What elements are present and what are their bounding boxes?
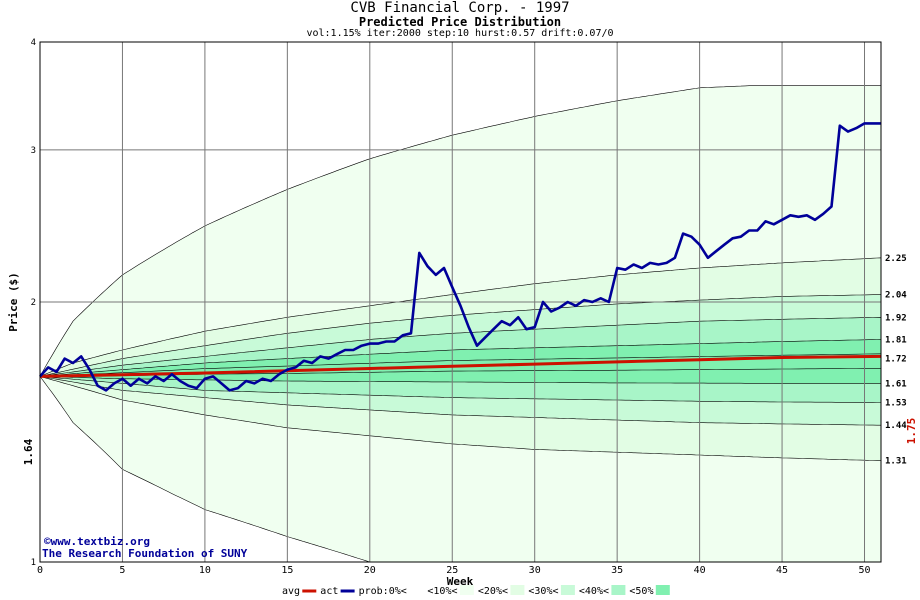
credit-org: The Research Foundation of SUNY xyxy=(42,547,248,560)
legend-label: <40%< xyxy=(579,586,609,597)
start-price-label: 1.64 xyxy=(22,438,35,465)
series-line-avg xyxy=(39,354,882,378)
y-tick-label: 3 xyxy=(31,146,36,156)
legend-swatch xyxy=(655,585,670,595)
series-line-act xyxy=(39,122,881,392)
inner-contour-2 xyxy=(39,353,882,377)
x-tick-label: 30 xyxy=(529,565,541,576)
credit-url-text: www.textbiz.org xyxy=(51,535,150,548)
probability-bands xyxy=(39,85,882,563)
chart-subtitle: Predicted Price Distribution xyxy=(358,15,562,29)
legend-label: avg xyxy=(282,586,300,597)
legend-swatch xyxy=(409,585,424,595)
x-tick-label: 5 xyxy=(119,565,125,576)
credit-url: ©www.textbiz.org xyxy=(44,535,150,548)
chart-title: CVB Financial Corp. - 1997 xyxy=(350,0,570,16)
legend-label: act xyxy=(320,586,338,597)
x-axis-label: Week xyxy=(447,575,474,588)
x-tick-label: 15 xyxy=(281,565,293,576)
legend-label: <20%< xyxy=(478,586,508,597)
y-axis-label: Price ($) xyxy=(7,272,20,332)
y-tick-label: 2 xyxy=(31,298,36,308)
end-price-label: 1.75 xyxy=(905,418,918,445)
x-tick-label: 50 xyxy=(858,565,870,576)
legend-swatch xyxy=(560,585,575,595)
legend: avg act prob:0%< <10%< <20%< <30%< <40%< <50% xyxy=(282,585,670,597)
chart-params: vol:1.15% iter:2000 step:10 hurst:0.57 d… xyxy=(306,28,614,39)
band-value-label: 1.44 xyxy=(885,421,907,431)
y-tick-label: 1 xyxy=(31,558,36,568)
legend-label: <10%< xyxy=(427,586,457,597)
legend-label: <30%< xyxy=(528,586,558,597)
legend-swatch xyxy=(510,585,525,595)
band-value-label: 1.61 xyxy=(885,379,907,389)
band-value-label: 1.92 xyxy=(885,313,907,323)
x-tick-label: 0 xyxy=(37,565,43,576)
x-tick-label: 35 xyxy=(611,565,623,576)
copyright-icon: © xyxy=(44,535,51,548)
band-value-label: 2.25 xyxy=(885,254,907,264)
y-tick-label: 4 xyxy=(31,38,36,48)
band-value-label: 1.81 xyxy=(885,335,907,345)
legend-label: <50% xyxy=(629,586,653,597)
series xyxy=(39,122,882,392)
grid xyxy=(40,42,881,562)
axis-ticks: 0 5 10 15 20 25 30 35 40 45 50 1 2 3 4 xyxy=(31,38,871,576)
x-tick-label: 20 xyxy=(364,565,376,576)
x-tick-label: 25 xyxy=(446,565,458,576)
band-value-label: 1.72 xyxy=(885,355,907,365)
band-value-label: 1.53 xyxy=(885,398,907,408)
legend-swatch xyxy=(611,585,626,595)
band-value-label: 1.31 xyxy=(885,457,907,467)
x-tick-label: 10 xyxy=(199,565,211,576)
x-tick-label: 40 xyxy=(694,565,706,576)
plot-frame xyxy=(39,41,882,563)
legend-label: prob:0%< xyxy=(359,586,407,597)
band-value-labels: 2.25 2.04 1.92 1.81 1.72 1.61 1.53 1.44 1.31 xyxy=(885,254,907,467)
band-value-label: 2.04 xyxy=(885,291,907,301)
x-tick-label: 45 xyxy=(776,565,788,576)
legend-swatch xyxy=(459,585,474,595)
